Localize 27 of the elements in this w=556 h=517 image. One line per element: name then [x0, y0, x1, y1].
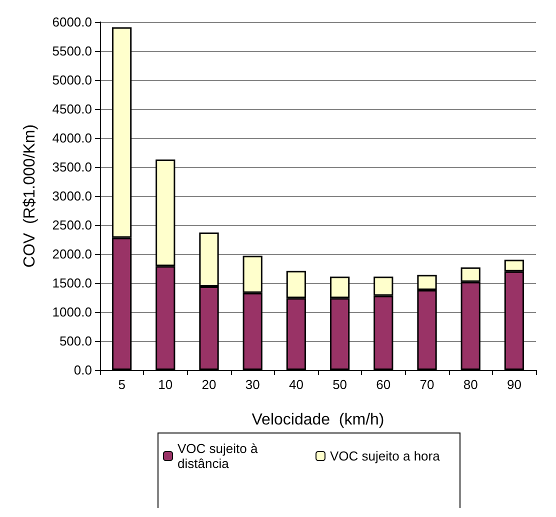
y-tick-label: 6000.0 — [52, 14, 92, 30]
legend-label: VOC sujeito à distância — [178, 441, 262, 471]
legend-label: VOC sujeito a hora — [330, 448, 441, 464]
x-axis-title: Velocidade (km/h) — [252, 412, 384, 428]
y-tick-label: 3000.0 — [52, 188, 92, 204]
x-tick-label: 40 — [288, 377, 304, 392]
y-tick-label: 3500.0 — [52, 160, 92, 174]
x-tick-label: 50 — [332, 377, 348, 392]
x-tick-label: 80 — [463, 377, 478, 392]
y-tick-label: 500.0 — [59, 334, 92, 348]
y-axis-title: COV (R$1.000/Km) — [22, 124, 38, 268]
x-tick-label: 5 — [118, 377, 126, 392]
y-tick-label: 0.0 — [74, 362, 92, 378]
x-tick-label: 20 — [202, 377, 216, 392]
y-tick-label: 1000.0 — [52, 304, 92, 320]
x-tick-label: 30 — [245, 377, 260, 392]
x-tick-label: 10 — [158, 377, 173, 392]
y-tick-label: 1500.0 — [52, 276, 92, 290]
x-tick-label: 90 — [506, 377, 522, 392]
x-tick-label: 70 — [420, 377, 434, 392]
y-tick-label: 5500.0 — [52, 44, 92, 58]
y-tick-label: 4500.0 — [52, 102, 92, 116]
y-tick-label: 2000.0 — [52, 246, 92, 262]
y-tick-label: 2500.0 — [52, 218, 92, 232]
y-tick-label: 5000.0 — [52, 72, 92, 88]
x-tick-label: 60 — [376, 377, 391, 392]
y-tick-label: 4000.0 — [52, 130, 92, 146]
